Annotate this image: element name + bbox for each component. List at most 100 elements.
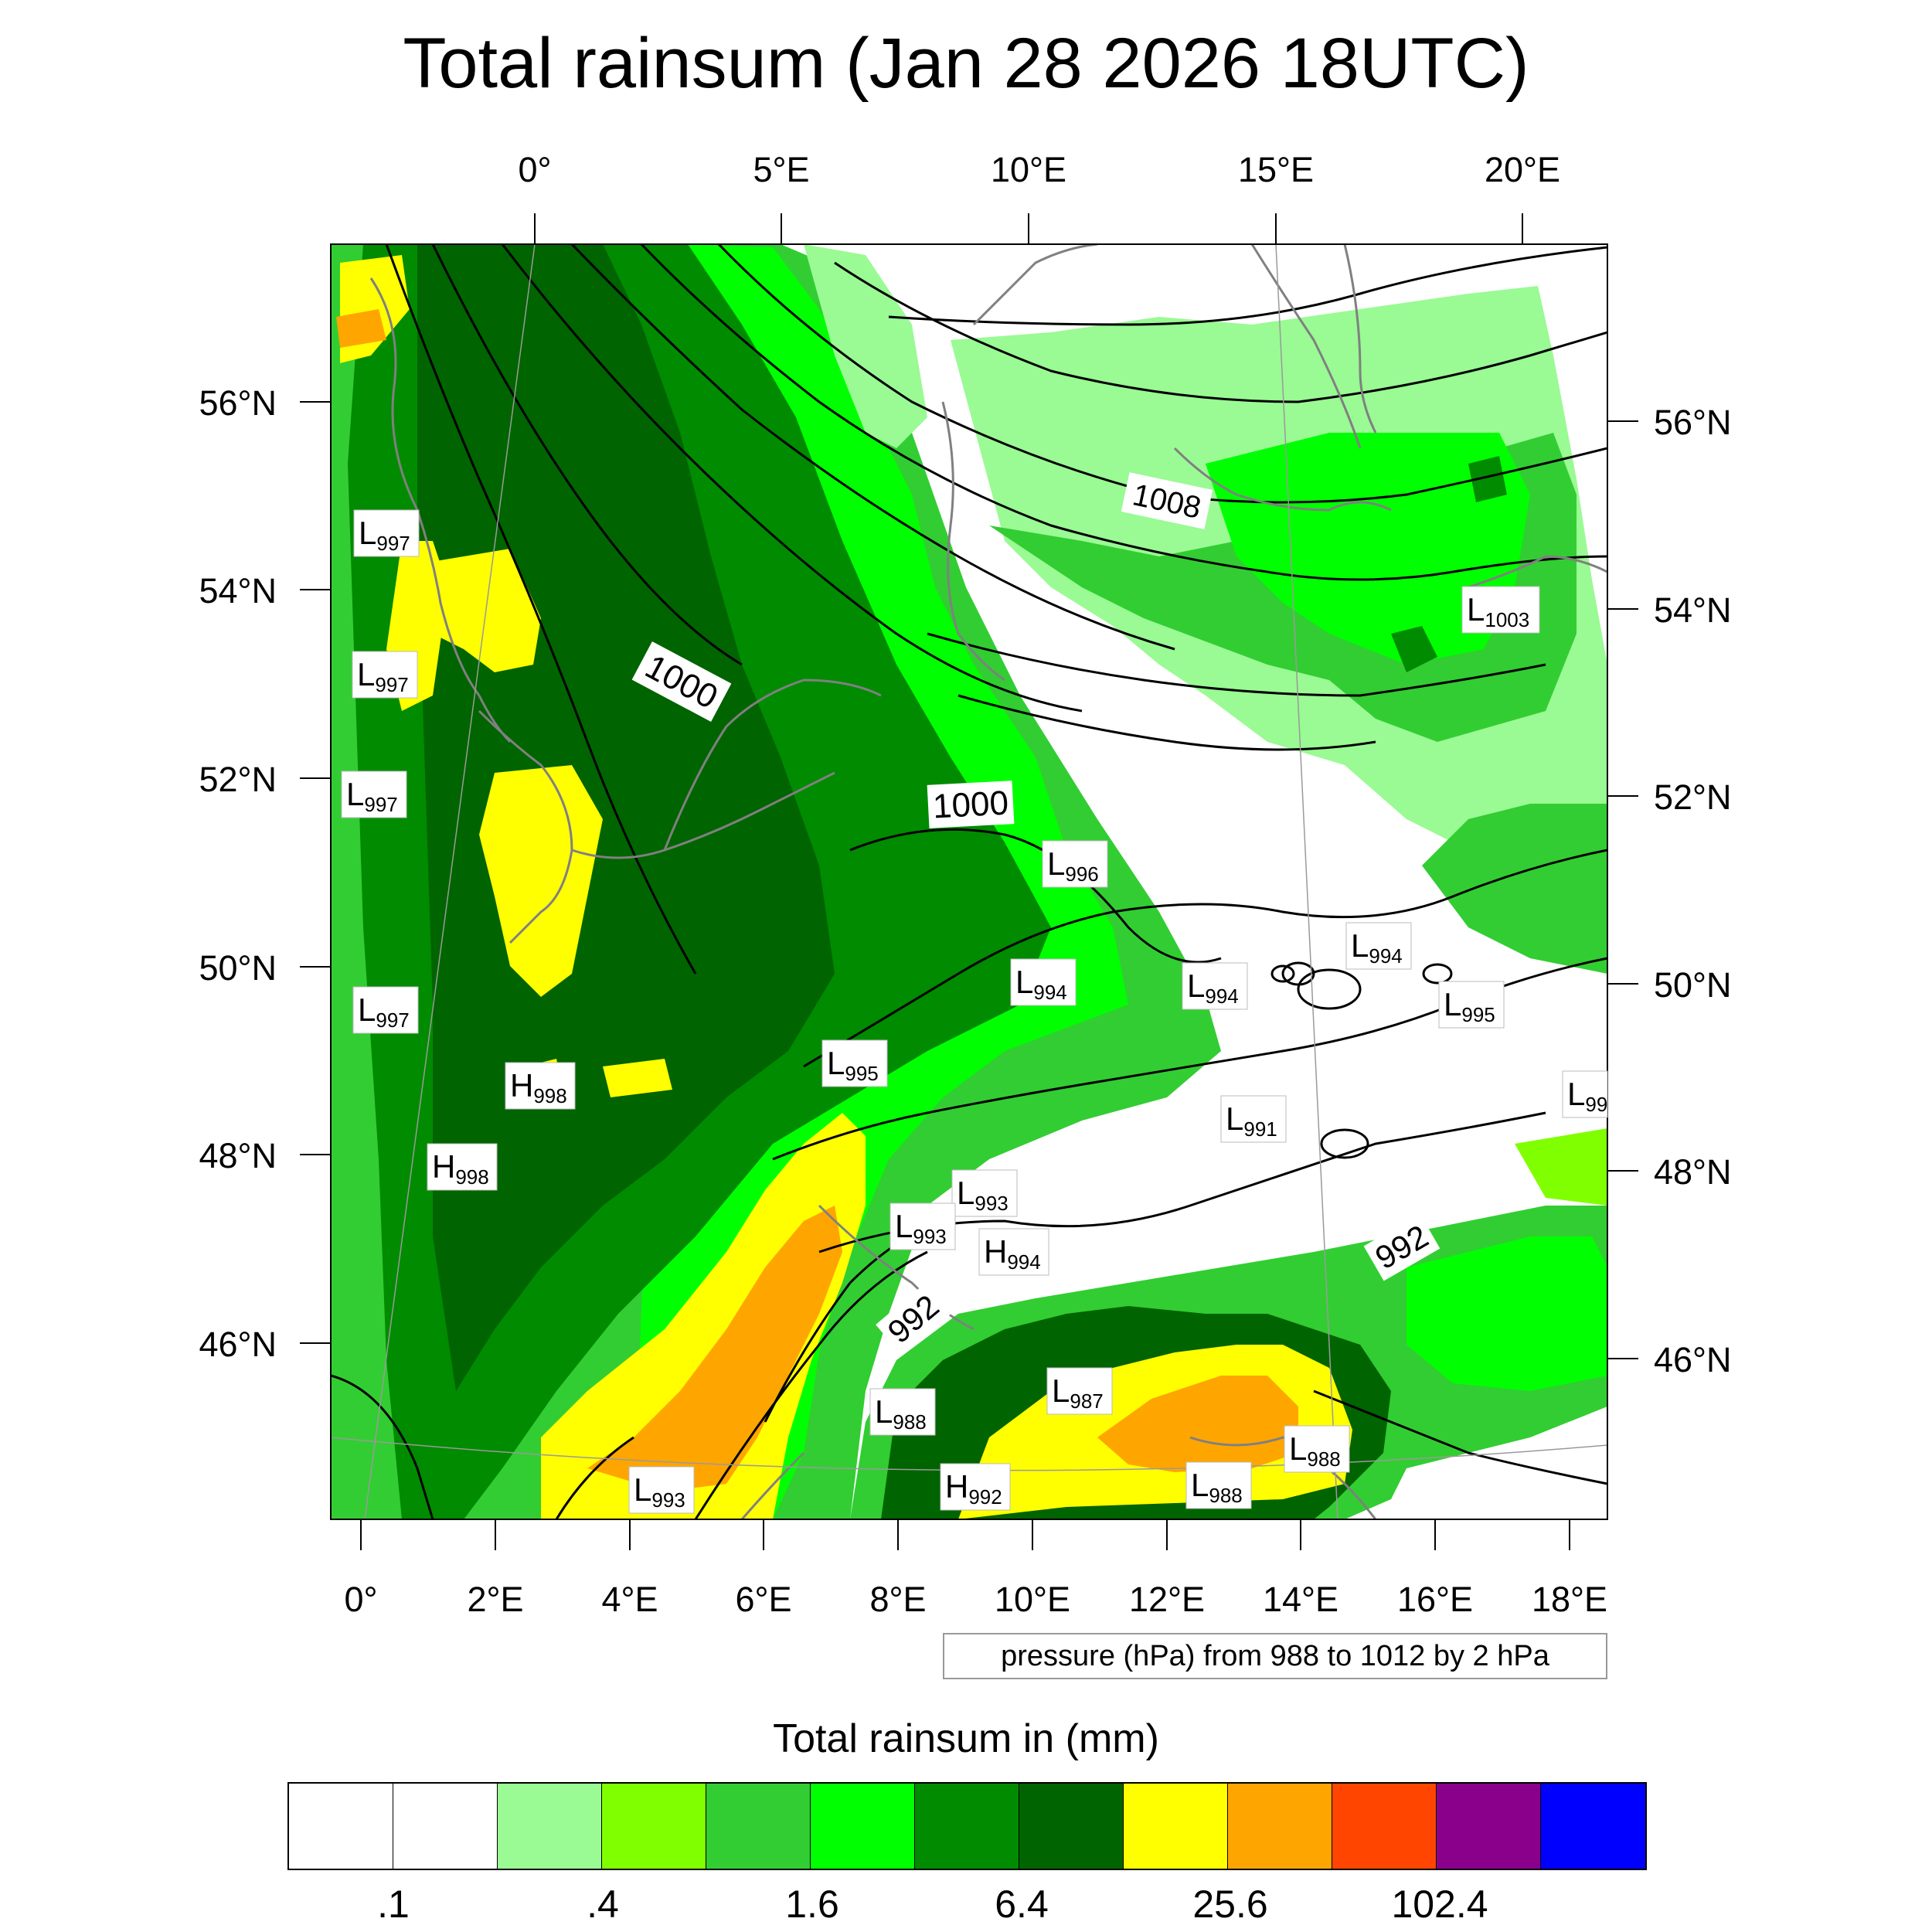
rain-very-heavy (587, 1206, 842, 1492)
rain-band-east-south (1515, 1128, 1607, 1206)
coastline (941, 401, 1005, 682)
lon-label: 4°E (601, 1580, 658, 1619)
isobar-line (834, 261, 1607, 403)
lat-label: 56°N (1654, 403, 1732, 442)
pressure-center-label: L997 (352, 651, 418, 699)
lat-label: 52°N (199, 760, 277, 799)
lon-label: 2°E (467, 1580, 523, 1619)
pressure-center-label: L994 (1010, 958, 1077, 1006)
rain-heavy (336, 309, 386, 348)
svg-text:L996: L996 (1047, 845, 1099, 886)
colorbar-label: .1 (377, 1883, 410, 1926)
isobar-line (694, 1250, 928, 1519)
svg-text:L994: L994 (1015, 964, 1067, 1004)
pressure-center-label: H992 (940, 1463, 1011, 1511)
colorbar-label: .4 (587, 1883, 619, 1926)
isobar-line (640, 244, 1607, 581)
svg-text:L997: L997 (359, 515, 410, 555)
pressure-centers: L997 L997 L997 L997 H998 H998 L996 L994 … (341, 509, 1608, 1514)
lon-label: 18°E (1532, 1580, 1607, 1619)
pressure-contour-note: pressure (hPa) from 988 to 1012 by 2 hPa (943, 1633, 1607, 1679)
svg-text:L997: L997 (357, 656, 409, 696)
colorbar-swatch (915, 1784, 1019, 1869)
pressure-center-label: L987 (1046, 1367, 1113, 1415)
pressure-center-label: L994 (1345, 922, 1412, 970)
meridian-line (1275, 244, 1338, 1519)
top-longitude-labels: 0° 5°E 10°E 15°E 20°E (518, 150, 1560, 189)
svg-text:L1003: L1003 (1467, 591, 1529, 631)
colorbar-swatch (706, 1784, 811, 1869)
lon-label: 0° (518, 150, 551, 189)
rain-east-dark (1468, 456, 1507, 502)
coastline (369, 277, 512, 743)
pressure-center-label: L993 (628, 1466, 695, 1514)
svg-text:L988: L988 (875, 1393, 927, 1434)
svg-text:L993: L993 (634, 1471, 685, 1512)
svg-text:H994: H994 (984, 1233, 1041, 1274)
coastline (1468, 555, 1607, 589)
pressure-center-label: L994 (1182, 962, 1248, 1010)
colorbar-label: 102.4 (1391, 1883, 1488, 1926)
isobar-ring (1281, 961, 1315, 986)
pressure-center-label: L1003 (1461, 586, 1540, 634)
lat-label: 56°N (199, 383, 277, 423)
svg-text:L988: L988 (1289, 1430, 1341, 1471)
coastline (1250, 244, 1362, 449)
meridian-line (364, 244, 536, 1519)
isobar-line (501, 244, 1083, 713)
lon-label: 20°E (1485, 150, 1560, 189)
svg-text:H992: H992 (945, 1468, 1002, 1509)
lon-label: 16°E (1397, 1580, 1473, 1619)
colorbar-swatch (1332, 1784, 1437, 1869)
map-title: Total rainsum (Jan 28 2026 18UTC) (403, 24, 1529, 103)
pressure-center-label: L997 (353, 509, 420, 557)
lat-label: 54°N (199, 571, 277, 611)
rain-heavy (603, 1059, 672, 1097)
contour-label: 992 (1363, 1213, 1440, 1281)
precipitation-field (331, 244, 1607, 1519)
bottom-longitude-labels: 0° 2°E 4°E 6°E 8°E 10°E 12°E 14°E 16°E 1… (344, 1580, 1607, 1619)
left-latitude-labels: 56°N 54°N 52°N 50°N 48°N 46°N (199, 383, 277, 1364)
lon-label: 5°E (753, 150, 809, 189)
contour-label: 1000 (927, 781, 1015, 828)
pressure-center-label: H994 (978, 1228, 1049, 1276)
pressure-center-label: H998 (505, 1062, 576, 1110)
pressure-center-label: L996 (1042, 840, 1108, 888)
svg-text:H998: H998 (432, 1148, 489, 1189)
lat-label: 50°N (1654, 965, 1732, 1005)
pressure-center-label: L988 (1284, 1425, 1350, 1473)
pressure-center-label: L997 (341, 770, 407, 818)
colorbar-swatch (1541, 1784, 1645, 1869)
coastline (1173, 447, 1392, 512)
colorbar-swatch (602, 1784, 706, 1869)
svg-text:1000: 1000 (932, 784, 1009, 825)
lon-label: 8°E (869, 1580, 926, 1619)
svg-text:L993: L993 (957, 1175, 1009, 1215)
colorbar-swatch (1124, 1784, 1228, 1869)
colorbar-swatch (498, 1784, 602, 1869)
lat-label: 52°N (1654, 777, 1732, 817)
coastline (663, 679, 882, 851)
colorbar-swatch (289, 1784, 393, 1869)
colorbar-swatch (1019, 1784, 1124, 1869)
rain-band-east-south (1422, 804, 1607, 974)
pressure-center-label: L991 (1220, 1095, 1287, 1143)
pressure-center-label: L997 (352, 986, 419, 1034)
pressure-center-label: L995 (821, 1039, 888, 1087)
svg-text:L99: L99 (1567, 1076, 1607, 1116)
contour-label: 1008 (1121, 472, 1213, 529)
right-latitude-labels: 56°N 54°N 52°N 50°N 48°N 46°N (1654, 403, 1732, 1379)
pressure-center-label: L99 (1562, 1070, 1608, 1118)
isobar-ring (1297, 968, 1362, 1010)
lat-label: 54°N (1654, 590, 1732, 630)
lat-label: 48°N (1654, 1152, 1732, 1192)
isobar-line (957, 694, 1376, 751)
colorbar-swatch (811, 1784, 915, 1869)
rain-heavy (417, 549, 541, 672)
svg-text:L997: L997 (346, 776, 398, 816)
svg-text:H998: H998 (510, 1067, 567, 1107)
colorbar (287, 1782, 1647, 1870)
colorbar-title: Total rainsum in (mm) (773, 1716, 1159, 1761)
pressure-center-label: L988 (869, 1388, 936, 1436)
rain-east-dark (1391, 626, 1437, 672)
